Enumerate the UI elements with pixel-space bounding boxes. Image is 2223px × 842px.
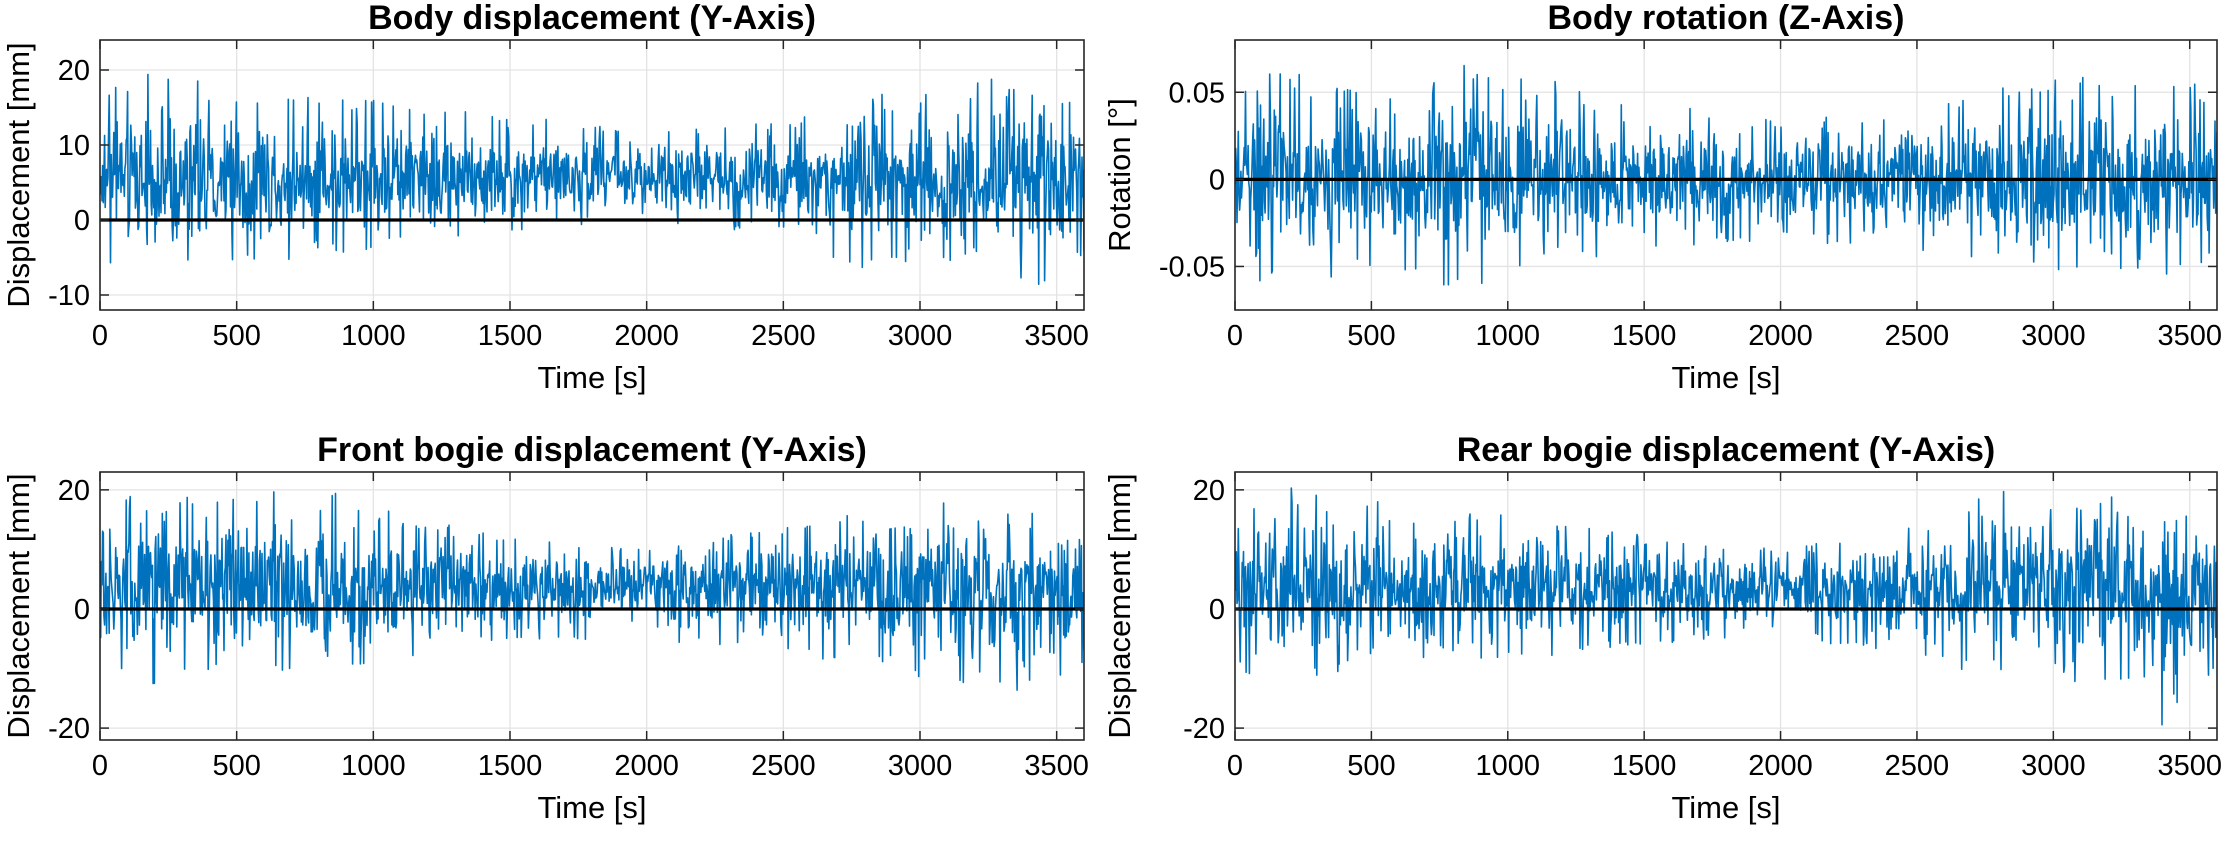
series-line-body-rotation: [1235, 64, 2217, 286]
x-tick-label: 500: [1347, 750, 1395, 782]
x-tick-label: 2000: [614, 750, 679, 782]
axes-frame: [1234, 471, 2218, 741]
y-tick-label: 0: [74, 205, 90, 237]
x-tick-label: 2500: [751, 320, 816, 352]
x-axis-label: Time [s]: [1671, 790, 1780, 825]
chart-title: Rear bogie displacement (Y-Axis): [1457, 431, 1996, 469]
axes-frame: [1234, 39, 2218, 311]
x-tick-label: 0: [1227, 750, 1243, 782]
subplot-front-bogie-displacement: 0 500 1000 1500 2000 2500 3000 3500-20020Front …: [1, 431, 1089, 825]
y-axis-label: Displacement [mm]: [1, 42, 36, 307]
y-tick-label: -20: [48, 713, 90, 745]
x-tick-label: 500: [212, 750, 260, 782]
y-tick-label: 0: [1209, 164, 1225, 196]
y-tick-label: 0: [1209, 594, 1225, 626]
series-line-body-displacement: [100, 73, 1084, 286]
x-tick-label: 3500: [2157, 320, 2222, 352]
x-tick-label: 2000: [614, 320, 679, 352]
x-tick-label: 1500: [1612, 750, 1677, 782]
x-tick-label: 1500: [478, 750, 543, 782]
subplot-body-rotation: 0 500 1000 1500 2000 2500 3000 3500 -0.05 0 0.05 Bo…: [1102, 0, 2222, 395]
x-axis-label: Time [s]: [537, 360, 646, 395]
y-tick-label: 20: [58, 55, 90, 87]
y-tick-label: -0.05: [1159, 251, 1225, 283]
x-axis-label: Time [s]: [537, 790, 646, 825]
chart-title: Body displacement (Y-Axis): [368, 0, 816, 37]
x-tick-label: 3500: [1024, 750, 1089, 782]
y-tick-label: 0.05: [1169, 77, 1225, 109]
chart-title: Front bogie displacement (Y-Axis): [317, 431, 867, 469]
x-tick-label: 500: [1347, 320, 1395, 352]
x-tick-label: 3500: [2157, 750, 2222, 782]
x-tick-label: 500: [212, 320, 260, 352]
x-tick-label: 2500: [751, 750, 816, 782]
x-tick-label: 2000: [1748, 750, 1813, 782]
x-tick-label: 1000: [341, 320, 406, 352]
series-line-front-bogie-displacement: [100, 491, 1084, 691]
x-tick-label: 0: [1227, 320, 1243, 352]
y-tick-label: 20: [58, 475, 90, 507]
x-tick-label: 2500: [1885, 320, 1950, 352]
x-tick-label: 1500: [1612, 320, 1677, 352]
x-tick-label: 0: [92, 750, 108, 782]
x-axis-label: Time [s]: [1671, 360, 1780, 395]
y-tick-label: -10: [48, 280, 90, 312]
axes-frame: [99, 39, 1085, 311]
y-tick-label: -20: [1183, 713, 1225, 745]
y-tick-label: 20: [1193, 475, 1225, 507]
x-tick-label: 3000: [2021, 320, 2086, 352]
y-axis-label: Rotation [°]: [1102, 98, 1137, 252]
axes-frame: [99, 471, 1085, 741]
y-tick-label: 10: [58, 130, 90, 162]
x-tick-label: 1500: [478, 320, 543, 352]
y-tick-label: 0: [74, 594, 90, 626]
y-axis-label: Displacement [mm]: [1, 473, 36, 738]
x-tick-label: 3000: [888, 750, 953, 782]
x-tick-label: 2000: [1748, 320, 1813, 352]
chart-title: Body rotation (Z-Axis): [1548, 0, 1905, 37]
subplot-body-displacement: 0 500 1000 1500 2000 2500 3000 3500-1001020Body…: [1, 0, 1089, 395]
x-tick-label: 3000: [888, 320, 953, 352]
x-tick-label: 1000: [1476, 320, 1541, 352]
x-tick-label: 1000: [341, 750, 406, 782]
x-tick-label: 2500: [1885, 750, 1950, 782]
y-axis-label: Displacement [mm]: [1102, 473, 1137, 738]
x-tick-label: 3000: [2021, 750, 2086, 782]
x-tick-label: 0: [92, 320, 108, 352]
x-tick-label: 3500: [1024, 320, 1089, 352]
x-tick-label: 1000: [1476, 750, 1541, 782]
